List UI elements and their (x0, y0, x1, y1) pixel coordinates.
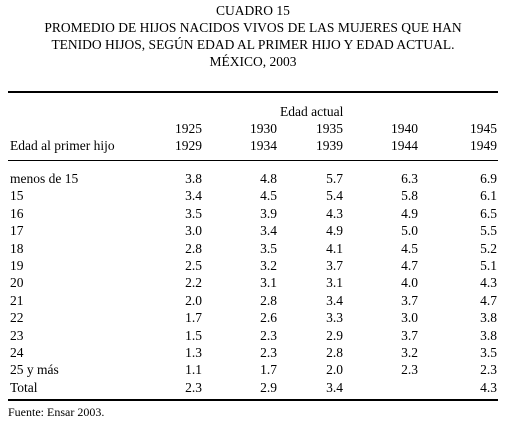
cell: 4.7 (401, 258, 418, 273)
cell: 5.8 (401, 188, 418, 204)
top-rule (8, 91, 498, 93)
cell: 5.7 (326, 171, 343, 186)
cell: 4.3 (480, 275, 497, 291)
cell: 3.4 (260, 223, 277, 239)
cell: 2.3 (260, 345, 277, 360)
cell: 4.3 (326, 205, 343, 221)
cell: 3.4 (326, 379, 343, 395)
row-label: 23 (10, 327, 24, 343)
row-label: Total (10, 379, 38, 395)
row-label: 19 (10, 258, 24, 273)
title-line: MÉXICO, 2003 (209, 54, 297, 69)
row-header: Edad al primer hijo (10, 138, 115, 153)
cell: 3.8 (480, 310, 497, 326)
cell: 5.4 (326, 188, 343, 204)
column-header: 1934 (250, 138, 277, 153)
cell: 3.9 (260, 205, 277, 221)
column-header: 1925 (175, 121, 202, 136)
cell: 3.5 (260, 240, 277, 256)
cell: 3.0 (401, 310, 418, 326)
column-header: 1944 (391, 138, 418, 153)
row-label: 18 (10, 240, 24, 256)
bottom-rule (8, 399, 498, 401)
row-label: 17 (10, 223, 24, 239)
cell: 1.5 (185, 327, 202, 343)
row-label: 16 (10, 205, 24, 221)
cell: 2.0 (185, 292, 202, 308)
cell: 4.7 (480, 292, 497, 308)
cell: 4.5 (260, 188, 277, 204)
source-note: Fuente: Ensar 2003. (8, 405, 105, 419)
row-label: 15 (10, 188, 24, 204)
column-header: 1949 (470, 138, 497, 153)
cell: 3.0 (185, 223, 202, 239)
cell: 1.3 (185, 345, 202, 360)
cell: 6.5 (480, 205, 497, 221)
cell: 3.7 (401, 292, 418, 308)
column-header: 1930 (250, 121, 277, 136)
cell: 4.3 (480, 379, 497, 395)
row-label: 24 (10, 345, 24, 360)
cell: 3.4 (326, 292, 343, 308)
cell: 3.1 (260, 275, 277, 291)
cell: 3.8 (185, 171, 202, 186)
cell: 3.3 (326, 310, 343, 326)
cell: 3.5 (185, 205, 202, 221)
cell: 4.9 (326, 223, 343, 239)
cell: 3.2 (260, 258, 277, 273)
column-header: 1939 (316, 138, 343, 153)
cell: 4.9 (401, 205, 418, 221)
row-label: 22 (10, 310, 24, 326)
cell: 4.8 (260, 171, 277, 186)
cell: 2.8 (326, 345, 343, 360)
cell: 2.5 (185, 258, 202, 273)
cell: 2.3 (260, 327, 277, 343)
cell: 6.3 (401, 171, 418, 186)
cell: 2.8 (185, 240, 202, 256)
cell: 6.9 (480, 171, 497, 186)
cell: 2.8 (260, 292, 277, 308)
column-header: 1940 (391, 121, 418, 136)
cell: 5.5 (480, 223, 497, 239)
cell: 3.4 (185, 188, 202, 204)
cell: 2.3 (480, 362, 497, 378)
cell: 1.7 (260, 362, 277, 378)
title-line: CUADRO 15 (216, 3, 290, 18)
cell: 2.6 (260, 310, 277, 326)
cell: 5.0 (401, 223, 418, 239)
cell: 3.2 (401, 345, 418, 360)
cell: 3.1 (326, 275, 343, 291)
cell: 4.5 (401, 240, 418, 256)
cell: 3.5 (480, 345, 497, 360)
cell: 2.9 (260, 379, 277, 395)
cell: 3.8 (480, 327, 497, 343)
cell: 1.1 (185, 362, 202, 378)
row-label: 20 (10, 275, 24, 291)
column-header: 1935 (316, 121, 343, 136)
cell: 4.1 (326, 240, 343, 256)
header-rule (8, 160, 498, 161)
cell: 2.3 (401, 362, 418, 378)
cell: 4.0 (401, 275, 418, 291)
title-line: PROMEDIO DE HIJOS NACIDOS VIVOS DE LAS M… (44, 20, 462, 35)
row-label: 25 y más (10, 362, 59, 378)
cell: 5.2 (480, 240, 497, 256)
cell: 3.7 (326, 258, 343, 273)
row-label: menos de 15 (10, 171, 79, 186)
title-line: TENIDO HIJOS, SEGÚN EDAD AL PRIMER HIJO … (51, 37, 455, 52)
cell: 2.0 (326, 362, 343, 378)
cell: 3.7 (401, 327, 418, 343)
column-header: 1945 (470, 121, 497, 136)
cell: 5.1 (480, 258, 497, 273)
cell: 2.2 (185, 275, 202, 291)
cell: 6.1 (480, 188, 497, 204)
cell: 2.9 (326, 327, 343, 343)
row-label: 21 (10, 292, 24, 308)
cell: 1.7 (185, 310, 202, 326)
group-header: Edad actual (280, 104, 344, 119)
cell: 2.3 (185, 379, 202, 395)
column-header: 1929 (175, 138, 202, 153)
